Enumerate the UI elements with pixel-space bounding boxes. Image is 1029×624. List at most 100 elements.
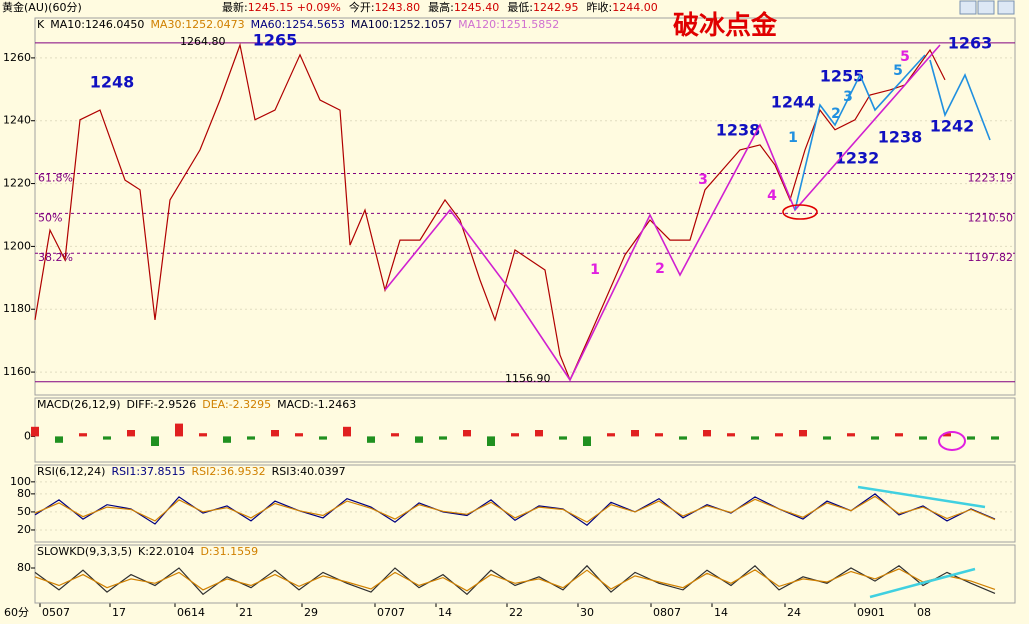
macd-bar bbox=[847, 433, 855, 437]
annotation: 3 bbox=[843, 89, 853, 105]
macd-bar bbox=[511, 433, 519, 437]
macd-bar bbox=[319, 436, 327, 440]
y-tick-label: 20 bbox=[17, 523, 31, 536]
quote-value: 1245.40 bbox=[453, 1, 500, 14]
macd-bar bbox=[247, 436, 255, 440]
chart-title: 破冰点金 bbox=[673, 10, 778, 41]
annotation: 5 bbox=[893, 63, 903, 79]
quote-value: 1243.80 bbox=[374, 1, 421, 14]
nav-button[interactable] bbox=[959, 0, 977, 15]
macd-bar bbox=[415, 436, 423, 443]
macd-bar bbox=[559, 436, 567, 440]
x-tick-label: 14 bbox=[438, 606, 452, 619]
macd-bar bbox=[583, 436, 591, 446]
annotation: 3 bbox=[698, 172, 708, 188]
macd-bar bbox=[463, 430, 471, 437]
indicator-label: MA10:1246.0450 bbox=[50, 18, 144, 31]
indicator-line bbox=[34, 568, 996, 592]
symbol: 黄金(AU)(60分) bbox=[2, 1, 82, 14]
annotation: 1265 bbox=[253, 31, 298, 50]
indicator-label: RSI2:36.9532 bbox=[192, 465, 266, 478]
macd-bar bbox=[343, 426, 351, 437]
indicator-label: MA30:1252.0473 bbox=[150, 18, 244, 31]
y-tick-label: 1180 bbox=[3, 302, 31, 315]
macd-bar bbox=[823, 436, 831, 440]
y-tick-label: 1160 bbox=[3, 365, 31, 378]
annotation: 1263 bbox=[948, 34, 993, 53]
annotation: 1 bbox=[788, 130, 798, 146]
divergence-line bbox=[869, 567, 976, 599]
macd-bar bbox=[919, 436, 927, 440]
level-label: 1156.90 bbox=[505, 372, 551, 385]
macd-bar bbox=[871, 436, 879, 440]
macd-bar bbox=[367, 436, 375, 443]
macd-bar bbox=[391, 433, 399, 437]
macd-bar bbox=[79, 433, 87, 437]
macd-bar bbox=[799, 430, 807, 437]
quote: 最新:1245.15 +0.09% 今开:1243.80 最高:1245.40 最低:… bbox=[222, 0, 666, 16]
x-tick-label: 21 bbox=[239, 606, 253, 619]
panel-frame bbox=[34, 17, 1016, 396]
y-tick-label: 1240 bbox=[3, 114, 31, 127]
macd-bar bbox=[175, 423, 183, 437]
indicator-legend: MACD(26,12,9) DIFF:-2.9526 DEA:-2.3295 MACD… bbox=[37, 398, 356, 411]
macd-bar bbox=[655, 433, 663, 437]
macd-bar bbox=[535, 430, 543, 437]
x-tick-label: 22 bbox=[509, 606, 523, 619]
quote-label: 昨收: bbox=[586, 1, 613, 14]
x-tick-label: 0614 bbox=[177, 606, 205, 619]
nav-button[interactable] bbox=[977, 0, 995, 15]
drawings bbox=[384, 44, 991, 599]
indicator-label: MA120:1251.5852 bbox=[458, 18, 559, 31]
annotation: 1248 bbox=[90, 73, 135, 92]
indicator-label: K:22.0104 bbox=[138, 545, 194, 558]
x-tick-label: 0901 bbox=[857, 606, 885, 619]
wave-line bbox=[794, 54, 926, 211]
annotation: 2 bbox=[831, 106, 841, 122]
annotation: 1242 bbox=[930, 117, 975, 136]
macd-bar bbox=[751, 436, 759, 440]
fib-ratio: 38.2% bbox=[38, 251, 73, 264]
fib-value: 1210.50 bbox=[968, 211, 1014, 224]
macd-bar bbox=[223, 436, 231, 443]
highlight bbox=[782, 204, 818, 220]
indicator-label: MA60:1254.5653 bbox=[251, 18, 345, 31]
fib-value: 1197.82 bbox=[968, 251, 1014, 264]
indicator-legend: RSI(6,12,24) RSI1:37.8515 RSI2:36.9532 RSI3… bbox=[37, 465, 346, 478]
macd-bar bbox=[703, 430, 711, 437]
y-tick-label: 1220 bbox=[3, 177, 31, 190]
macd-bar bbox=[991, 436, 999, 440]
macd-bar bbox=[127, 430, 135, 437]
indicator-label: MACD(26,12,9) bbox=[37, 398, 121, 411]
x-tick-label: 30 bbox=[580, 606, 594, 619]
macd-bar bbox=[487, 436, 495, 446]
macd-bar bbox=[295, 433, 303, 437]
macd-bar bbox=[199, 433, 207, 437]
indicator-label: MACD:-1.2463 bbox=[277, 398, 356, 411]
quote-label: 最新: bbox=[222, 1, 248, 14]
indicator-label: DIFF:-2.9526 bbox=[127, 398, 197, 411]
price-line bbox=[34, 42, 946, 382]
annotation: 1238 bbox=[716, 121, 761, 140]
nav-button[interactable] bbox=[997, 0, 1015, 15]
header: 黄金(AU)(60分) 最新:1245.15 +0.09% 今开:1243.80 最… bbox=[0, 0, 1029, 16]
x-tick-label: 14 bbox=[714, 606, 728, 619]
highlight bbox=[938, 431, 966, 451]
indicator-legend: SLOWKD(9,3,3,5) K:22.0104 D:31.1559 bbox=[37, 545, 258, 558]
quote-label: 最低: bbox=[507, 1, 534, 14]
x-tick-label: 29 bbox=[304, 606, 318, 619]
quote-value: 1244.00 bbox=[612, 1, 658, 14]
macd-bar bbox=[679, 436, 687, 440]
macd-bar bbox=[439, 436, 447, 440]
plot-area: K MA10:1246.0450 MA30:1252.0473 MA60:1254.5… bbox=[3, 10, 1016, 619]
indicator-label: DEA:-2.3295 bbox=[202, 398, 271, 411]
y-tick-label: 50 bbox=[17, 505, 31, 518]
quote-label: 今开: bbox=[348, 1, 375, 14]
annotation: 2 bbox=[655, 261, 665, 277]
macd-bar bbox=[55, 436, 63, 443]
fib-value: 1223.19 bbox=[968, 172, 1014, 185]
indicator-label: RSI(6,12,24) bbox=[37, 465, 105, 478]
indicator-legend: K MA10:1246.0450 MA30:1252.0473 MA60:1254.5… bbox=[37, 18, 559, 31]
